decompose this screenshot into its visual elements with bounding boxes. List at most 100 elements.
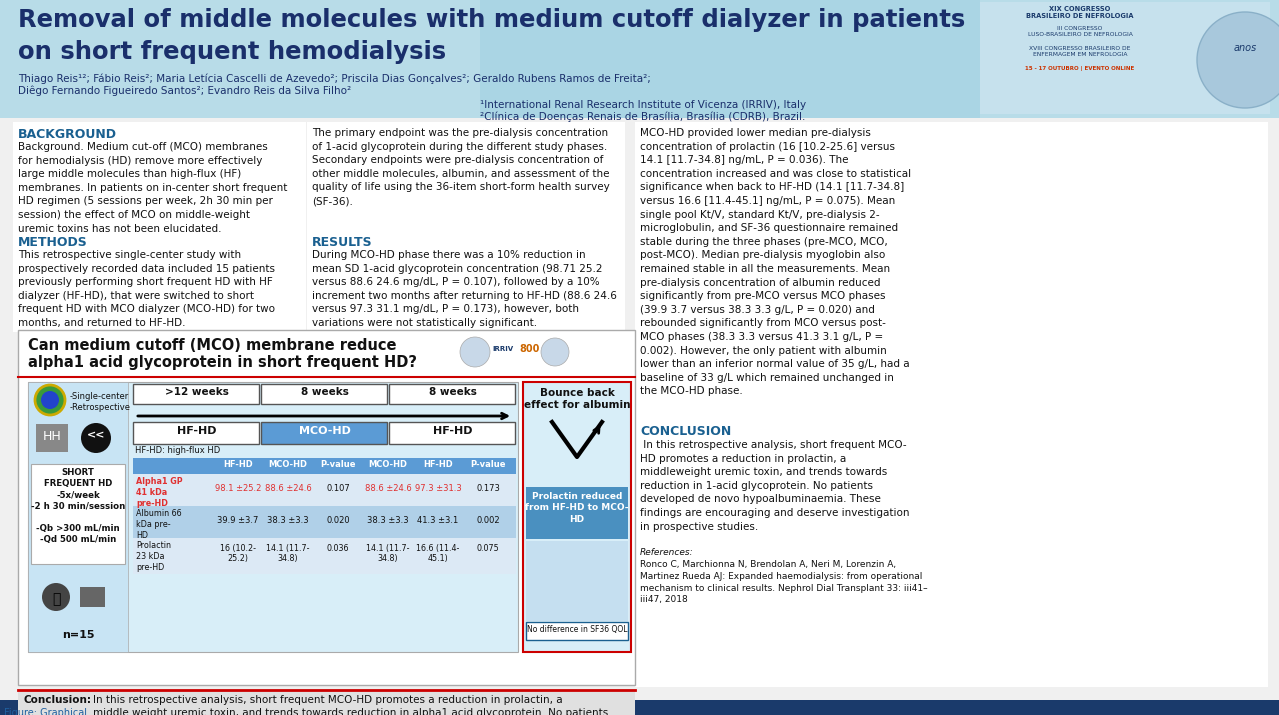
Text: IRRIV: IRRIV: [492, 346, 514, 352]
Text: HF-HD: HF-HD: [178, 426, 216, 436]
Text: 88.6 ±24.6: 88.6 ±24.6: [265, 484, 311, 493]
FancyBboxPatch shape: [0, 0, 1279, 118]
Text: Albumin 66
kDa pre-
HD: Albumin 66 kDa pre- HD: [136, 509, 182, 540]
Text: References:: References:: [640, 548, 693, 557]
Text: anos: anos: [1233, 43, 1257, 53]
FancyBboxPatch shape: [13, 122, 306, 332]
Text: In this retrospective analysis, short frequent MCO-HD promotes a reduction in pr: In this retrospective analysis, short fr…: [93, 695, 609, 715]
Text: Alpha1 GP
41 kDa
pre-HD: Alpha1 GP 41 kDa pre-HD: [136, 477, 183, 508]
Text: In this retrospective analysis, short frequent MCO-
HD promotes a reduction in p: In this retrospective analysis, short fr…: [640, 440, 909, 531]
Text: >12 weeks: >12 weeks: [165, 387, 229, 397]
Text: 14.1 (11.7-
34.8): 14.1 (11.7- 34.8): [266, 544, 310, 563]
Text: Diêgo Fernando Figueiredo Santos²; Evandro Reis da Silva Filho²: Diêgo Fernando Figueiredo Santos²; Evand…: [18, 86, 352, 97]
Text: 88.6 ±24.6: 88.6 ±24.6: [365, 484, 412, 493]
Text: No difference in SF36 QOL: No difference in SF36 QOL: [527, 625, 627, 634]
FancyBboxPatch shape: [81, 587, 105, 607]
Text: Prolactin
23 kDa
pre-HD: Prolactin 23 kDa pre-HD: [136, 541, 171, 571]
FancyBboxPatch shape: [0, 700, 1279, 715]
Text: 39.9 ±3.7: 39.9 ±3.7: [217, 516, 258, 525]
Text: P-value: P-value: [320, 460, 356, 469]
FancyBboxPatch shape: [261, 422, 388, 444]
Text: on short frequent hemodialysis: on short frequent hemodialysis: [18, 40, 446, 64]
FancyBboxPatch shape: [523, 382, 631, 652]
Text: III CONGRESSO
LUSO-BRASILEIRO DE NEFROLOGIA: III CONGRESSO LUSO-BRASILEIRO DE NEFROLO…: [1027, 26, 1132, 36]
FancyBboxPatch shape: [261, 384, 388, 404]
FancyBboxPatch shape: [133, 384, 260, 404]
Text: 0.020: 0.020: [326, 516, 350, 525]
Text: 0.107: 0.107: [326, 484, 350, 493]
Text: Background. Medium cut-off (MCO) membranes
for hemodialysis (HD) remove more eff: Background. Medium cut-off (MCO) membran…: [18, 142, 288, 234]
Text: HF-HD: HF-HD: [423, 460, 453, 469]
Text: 800: 800: [519, 344, 540, 354]
Text: 8 weeks: 8 weeks: [428, 387, 477, 397]
Text: 0.036: 0.036: [326, 544, 349, 553]
Text: n=15: n=15: [61, 630, 95, 640]
Text: 16 (10.2-
25.2): 16 (10.2- 25.2): [220, 544, 256, 563]
Text: Ronco C, Marchionna N, Brendolan A, Neri M, Lorenzin A,
Martinez Rueda AJ: Expan: Ronco C, Marchionna N, Brendolan A, Neri…: [640, 560, 927, 604]
Text: XVIII CONGRESSO BRASILEIRO DE
ENFERMAGEM EM NEFROLOGIA: XVIII CONGRESSO BRASILEIRO DE ENFERMAGEM…: [1030, 46, 1131, 56]
FancyBboxPatch shape: [0, 118, 1279, 715]
Text: 14.1 (11.7-
34.8): 14.1 (11.7- 34.8): [366, 544, 409, 563]
Text: ²Clínica de Doenças Renais de Brasília, Brasília (CDRB), Brazil.: ²Clínica de Doenças Renais de Brasília, …: [480, 112, 806, 122]
Text: MCO-HD: MCO-HD: [269, 460, 307, 469]
Text: MCO-HD: MCO-HD: [368, 460, 408, 469]
FancyBboxPatch shape: [389, 422, 515, 444]
Text: ¹International Renal Research Institute of Vicenza (IRRIV), Italy: ¹International Renal Research Institute …: [480, 100, 806, 110]
FancyBboxPatch shape: [133, 458, 515, 474]
FancyBboxPatch shape: [307, 122, 625, 332]
Text: 16.6 (11.4-
45.1): 16.6 (11.4- 45.1): [416, 544, 459, 563]
FancyBboxPatch shape: [18, 690, 634, 715]
Text: Bounce back
effect for albumin: Bounce back effect for albumin: [523, 388, 631, 410]
FancyBboxPatch shape: [133, 506, 515, 538]
Text: 38.3 ±3.3: 38.3 ±3.3: [367, 516, 409, 525]
Text: Can medium cutoff (MCO) membrane reduce: Can medium cutoff (MCO) membrane reduce: [28, 338, 396, 353]
Text: 97.3 ±31.3: 97.3 ±31.3: [414, 484, 462, 493]
Text: HF-HD: HF-HD: [434, 426, 473, 436]
FancyBboxPatch shape: [526, 487, 628, 539]
FancyBboxPatch shape: [133, 422, 260, 444]
FancyBboxPatch shape: [133, 474, 515, 506]
Text: XIX CONGRESSO
BRASILEIRO DE NEFROLOGIA: XIX CONGRESSO BRASILEIRO DE NEFROLOGIA: [1026, 6, 1133, 19]
Text: -Single-center
-Retrospective: -Single-center -Retrospective: [70, 392, 130, 412]
Circle shape: [541, 338, 569, 366]
Text: Conclusion:: Conclusion:: [23, 695, 91, 705]
Circle shape: [81, 423, 111, 453]
Text: HH: HH: [42, 430, 61, 443]
Text: 98.1 ±25.2: 98.1 ±25.2: [215, 484, 261, 493]
Text: 👥: 👥: [52, 592, 60, 606]
FancyBboxPatch shape: [634, 122, 1267, 687]
FancyBboxPatch shape: [31, 464, 125, 564]
Text: <<: <<: [87, 430, 105, 440]
Text: The primary endpoint was the pre-dialysis concentration
of 1-acid glycoprotein d: The primary endpoint was the pre-dialysi…: [312, 128, 610, 206]
FancyBboxPatch shape: [133, 538, 515, 574]
Text: MCO-HD: MCO-HD: [299, 426, 350, 436]
Text: This retrospective single-center study with
prospectively recorded data included: This retrospective single-center study w…: [18, 250, 275, 328]
Text: Prolactin reduced
from HF-HD to MCO-
HD: Prolactin reduced from HF-HD to MCO- HD: [526, 492, 629, 524]
Text: HF-HD: high-flux HD: HF-HD: high-flux HD: [136, 446, 220, 455]
FancyBboxPatch shape: [526, 541, 628, 621]
Text: 0.173: 0.173: [476, 484, 500, 493]
Text: SHORT
FREQUENT HD
-5x/week
-2 h 30 min/session

-Qb >300 mL/min
-Qd 500 mL/min: SHORT FREQUENT HD -5x/week -2 h 30 min/s…: [31, 468, 125, 543]
FancyBboxPatch shape: [389, 384, 515, 404]
Circle shape: [41, 391, 59, 409]
Text: METHODS: METHODS: [18, 236, 88, 249]
Text: BACKGROUND: BACKGROUND: [18, 128, 116, 141]
FancyBboxPatch shape: [28, 382, 518, 652]
FancyBboxPatch shape: [480, 0, 980, 118]
Circle shape: [42, 583, 70, 611]
Text: CONCLUSION: CONCLUSION: [640, 425, 732, 438]
Text: 41.3 ±3.1: 41.3 ±3.1: [417, 516, 459, 525]
Text: 0.075: 0.075: [477, 544, 499, 553]
FancyBboxPatch shape: [18, 330, 634, 685]
Text: 0.002: 0.002: [476, 516, 500, 525]
FancyBboxPatch shape: [526, 622, 628, 640]
Text: Thiago Reis¹²; Fábio Reis²; Maria Letícia Cascelli de Azevedo²; Priscila Dias Go: Thiago Reis¹²; Fábio Reis²; Maria Letíci…: [18, 73, 651, 84]
Circle shape: [460, 337, 490, 367]
Text: 15 - 17 OUTUBRO | EVENTO ONLINE: 15 - 17 OUTUBRO | EVENTO ONLINE: [1026, 66, 1134, 71]
Text: Removal of middle molecules with medium cutoff dialyzer in patients: Removal of middle molecules with medium …: [18, 8, 966, 32]
Circle shape: [35, 385, 65, 415]
Text: MCO-HD provided lower median pre-dialysis
concentration of prolactin (16 [10.2-2: MCO-HD provided lower median pre-dialysi…: [640, 128, 911, 396]
Text: P-value: P-value: [471, 460, 505, 469]
FancyBboxPatch shape: [980, 2, 1270, 114]
FancyBboxPatch shape: [28, 382, 128, 652]
